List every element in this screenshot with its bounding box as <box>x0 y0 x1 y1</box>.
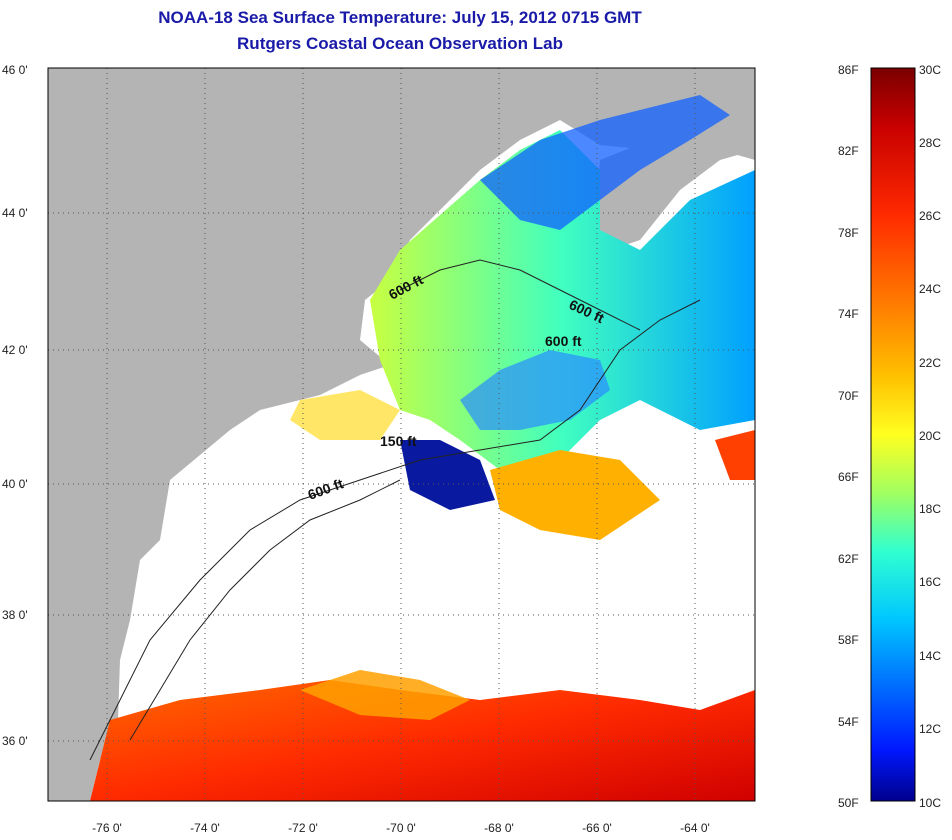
gulf-of-maine-sst <box>370 130 755 470</box>
bathymetry-contours <box>89 259 701 761</box>
colorbar-c-label: 16C <box>919 575 941 589</box>
graticule <box>48 68 755 801</box>
longitude-tick-label: -74 0' <box>190 821 220 835</box>
temperature-colorbar <box>870 67 916 802</box>
colorbar-c-label: 12C <box>919 722 941 736</box>
colorbar-f-label: 74F <box>838 307 859 321</box>
colorbar-f-label: 66F <box>838 470 859 484</box>
gulf-stream-sst <box>90 680 755 801</box>
colorbar-c-label: 18C <box>919 502 941 516</box>
map-title: NOAA-18 Sea Surface Temperature: July 15… <box>158 8 642 27</box>
longitude-tick-label: -70 0' <box>386 821 416 835</box>
nova-scotia-land <box>595 100 755 250</box>
contour-150ft <box>129 479 401 741</box>
colorbar-c-label: 26C <box>919 209 941 223</box>
georges-bank-cool <box>460 350 610 430</box>
slope-warm-patch <box>715 430 755 480</box>
nearshore-mix <box>290 390 400 440</box>
colorbar-f-label: 86F <box>838 63 859 77</box>
longitude-tick-label: -66 0' <box>582 821 612 835</box>
colorbar-c-label: 10C <box>919 796 941 810</box>
colorbar-f-label: 54F <box>838 715 859 729</box>
colorbar-f-label: 70F <box>838 389 859 403</box>
contour-gulf-of-maine <box>399 259 641 331</box>
latitude-tick-label: 36 0' <box>2 734 28 748</box>
nantucket-cold <box>400 440 495 510</box>
longitude-tick-label: -76 0' <box>92 821 122 835</box>
colorbar-c-label: 24C <box>919 282 941 296</box>
colorbar-c-label: 14C <box>919 649 941 663</box>
latitude-tick-label: 42 0' <box>2 343 28 357</box>
latitude-tick-label: 46 0' <box>2 63 28 77</box>
contour-label: 600 ft <box>545 333 582 349</box>
offshore-warm-streak <box>300 670 470 720</box>
longitude-axis: -76 0' -74 0' -72 0' -70 0' -68 0' -66 0… <box>92 821 710 835</box>
colorbar-f-label: 78F <box>838 226 859 240</box>
colorbar-c-label: 20C <box>919 429 941 443</box>
longitude-tick-label: -68 0' <box>484 821 514 835</box>
colorbar-f-label: 50F <box>838 796 859 810</box>
plot-frame <box>47 67 756 802</box>
colorbar-c-label: 28C <box>919 136 941 150</box>
colorbar-f-label: 62F <box>838 552 859 566</box>
longitude-tick-label: -64 0' <box>680 821 710 835</box>
shelf-warm-patch <box>490 450 660 540</box>
contour-label: 150 ft <box>380 433 417 449</box>
colorbar-f-label: 58F <box>838 633 859 647</box>
contour-600ft-shelf-break <box>89 299 701 761</box>
latitude-tick-label: 40 0' <box>2 477 28 491</box>
map-subtitle: Rutgers Coastal Ocean Observation Lab <box>237 34 563 53</box>
colorbar-celsius-labels: 30C 28C 26C 24C 22C 20C 18C 16C 14C 12C … <box>919 63 941 810</box>
latitude-tick-label: 38 0' <box>2 608 28 622</box>
colorbar-fahrenheit-labels: 86F 82F 78F 74F 70F 66F 62F 58F 54F 50F <box>838 63 859 810</box>
latitude-axis: 46 0' 44 0' 42 0' 40 0' 38 0' 36 0' <box>2 63 28 748</box>
colorbar-c-label: 30C <box>919 63 941 77</box>
colorbar-c-label: 22C <box>919 356 941 370</box>
latitude-tick-label: 44 0' <box>2 206 28 220</box>
land-mass <box>48 68 755 801</box>
longitude-tick-label: -72 0' <box>288 821 318 835</box>
colorbar-f-label: 82F <box>838 144 859 158</box>
cold-water-band <box>480 95 730 230</box>
